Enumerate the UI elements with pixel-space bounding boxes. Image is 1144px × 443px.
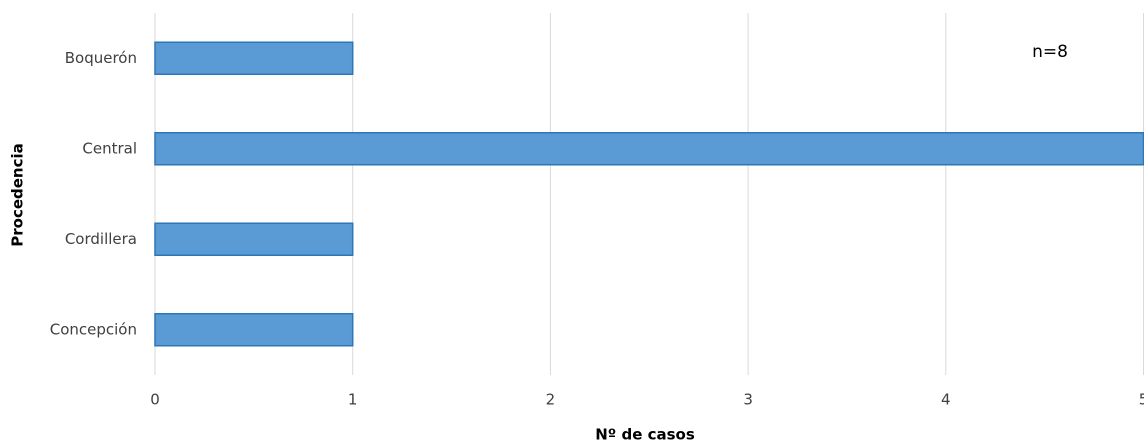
x-axis-label: Nº de casos bbox=[595, 426, 695, 443]
bar bbox=[154, 222, 354, 256]
x-tick-label: 2 bbox=[546, 391, 556, 409]
bar bbox=[154, 41, 354, 75]
bar bbox=[154, 313, 354, 347]
x-tick-label: 0 bbox=[150, 391, 160, 409]
y-tick-label: Concepción bbox=[50, 320, 137, 338]
bar bbox=[154, 132, 1144, 166]
x-tick-label: 4 bbox=[941, 391, 951, 409]
x-tick-label: 5 bbox=[1139, 391, 1144, 409]
y-tick-label: Boquerón bbox=[65, 49, 137, 67]
x-tick-label: 3 bbox=[743, 391, 753, 409]
y-tick-label: Central bbox=[82, 139, 137, 157]
x-tick-label: 1 bbox=[348, 391, 358, 409]
y-axis-label: Procedencia bbox=[9, 143, 27, 247]
y-tick-label: Cordillera bbox=[65, 230, 137, 248]
annotation: n=8 bbox=[1032, 42, 1068, 62]
